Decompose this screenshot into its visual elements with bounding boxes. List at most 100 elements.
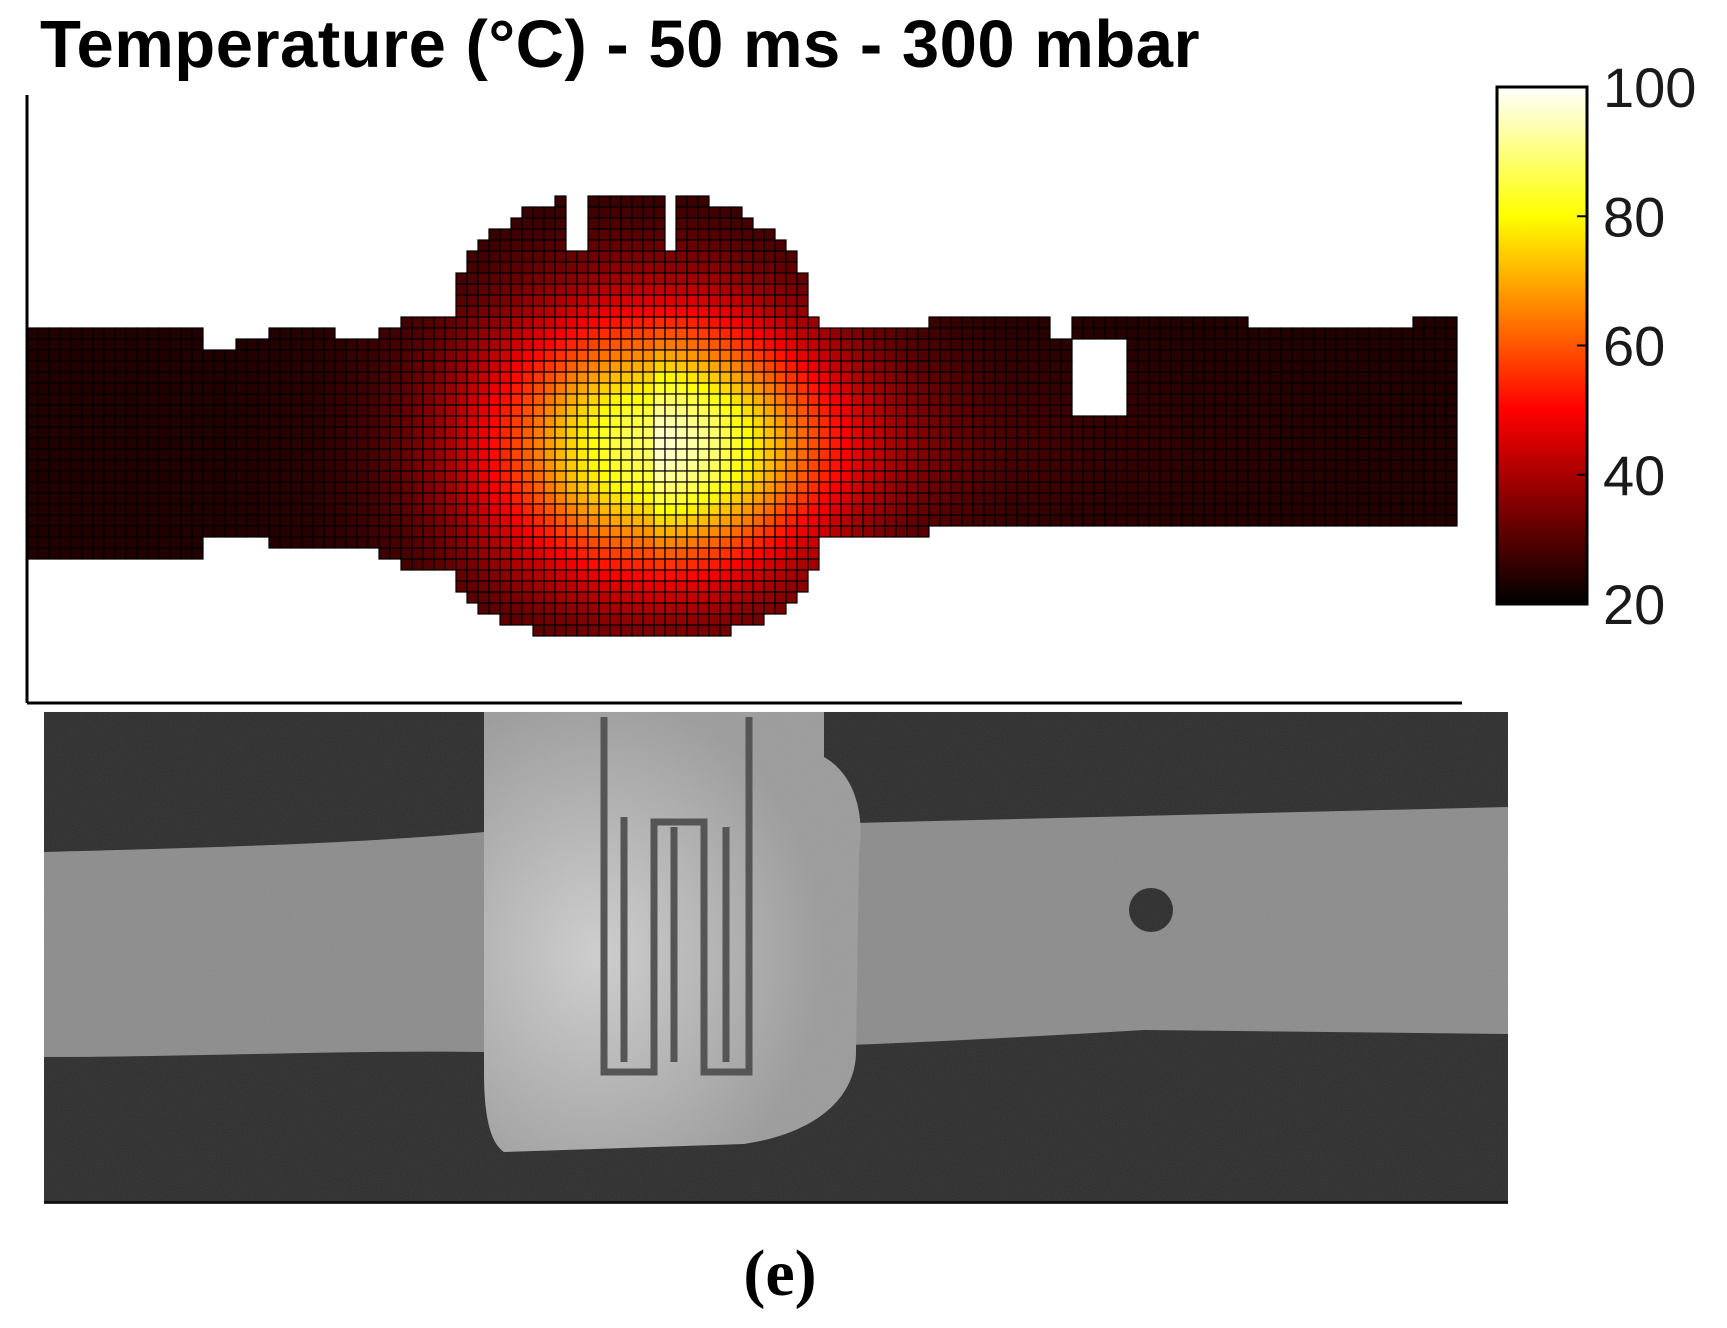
heatmap-cell <box>939 349 952 362</box>
heatmap-cell <box>1148 393 1161 406</box>
heatmap-cell <box>1368 514 1381 527</box>
heatmap-cell <box>521 349 534 362</box>
heatmap-cell <box>1159 481 1172 494</box>
heatmap-cell <box>697 404 710 417</box>
heatmap-cell <box>1060 459 1073 472</box>
heatmap-cell <box>807 382 820 395</box>
heatmap-cell <box>1170 382 1183 395</box>
heatmap-cell <box>664 415 677 428</box>
heatmap-cell <box>411 558 424 571</box>
heatmap-cell <box>510 459 523 472</box>
heatmap-cell <box>532 514 545 527</box>
heatmap-cell <box>675 602 688 615</box>
heatmap-cell <box>620 404 633 417</box>
heatmap-cell <box>136 437 149 450</box>
heatmap-cell <box>246 525 259 538</box>
heatmap-cell <box>686 536 699 549</box>
heatmap-cell <box>686 283 699 296</box>
heatmap-cell <box>1159 316 1172 329</box>
heatmap-cell <box>587 272 600 285</box>
heatmap-cell <box>422 415 435 428</box>
heatmap-cell <box>1258 514 1271 527</box>
heatmap-cell <box>1412 382 1425 395</box>
heatmap-cell <box>763 459 776 472</box>
heatmap-cell <box>1093 470 1106 483</box>
heatmap-cell <box>686 415 699 428</box>
heatmap-cell <box>48 393 61 406</box>
heatmap-cell <box>444 371 457 384</box>
heatmap-cell <box>312 459 325 472</box>
heatmap-cell <box>26 481 39 494</box>
heatmap-cell <box>1093 327 1106 340</box>
heatmap-cell <box>1038 360 1051 373</box>
heatmap-cell <box>378 536 391 549</box>
heatmap-cell <box>1324 371 1337 384</box>
heatmap-cell <box>708 624 721 637</box>
heatmap-cell <box>1115 316 1128 329</box>
heatmap-cell <box>37 371 50 384</box>
heatmap-cell <box>1027 514 1040 527</box>
heatmap-cell <box>1016 426 1029 439</box>
heatmap-cell <box>1335 360 1348 373</box>
heatmap-cell <box>1390 415 1403 428</box>
heatmap-cell <box>785 591 798 604</box>
heatmap-cell <box>730 481 743 494</box>
heatmap-cell <box>1126 503 1139 516</box>
heatmap-cell <box>796 316 809 329</box>
heatmap-cell <box>499 536 512 549</box>
heatmap-cell <box>1269 415 1282 428</box>
heatmap-cell <box>1280 360 1293 373</box>
heatmap-cell <box>961 349 974 362</box>
heatmap-cell <box>268 415 281 428</box>
heatmap-cell <box>642 569 655 582</box>
heatmap-cell <box>499 305 512 318</box>
heatmap-cell <box>499 239 512 252</box>
heatmap-cell <box>840 415 853 428</box>
heatmap-cell <box>400 448 413 461</box>
heatmap-cell <box>1049 459 1062 472</box>
heatmap-cell <box>279 327 292 340</box>
heatmap-cell <box>532 393 545 406</box>
heatmap-cell <box>906 492 919 505</box>
heatmap-cell <box>1005 470 1018 483</box>
heatmap-cell <box>587 316 600 329</box>
heatmap-cell <box>70 338 83 351</box>
heatmap-cell <box>1412 360 1425 373</box>
heatmap-cell <box>26 415 39 428</box>
heatmap-cell <box>576 437 589 450</box>
heatmap-cell <box>840 426 853 439</box>
heatmap-cell <box>1225 481 1238 494</box>
heatmap-cell <box>1434 437 1447 450</box>
heatmap-cell <box>554 338 567 351</box>
heatmap-cell <box>796 426 809 439</box>
heatmap-cell <box>1093 459 1106 472</box>
heatmap-cell <box>620 239 633 252</box>
heatmap-cell <box>741 349 754 362</box>
heatmap-cell <box>1126 448 1139 461</box>
heatmap-cell <box>675 591 688 604</box>
heatmap-cell <box>851 338 864 351</box>
heatmap-cell <box>455 294 468 307</box>
heatmap-cell <box>477 426 490 439</box>
heatmap-cell <box>1137 371 1150 384</box>
heatmap-cell <box>653 294 666 307</box>
heatmap-cell <box>1423 371 1436 384</box>
heatmap-cell <box>103 525 116 538</box>
heatmap-cell <box>1236 492 1249 505</box>
heatmap-cell <box>444 459 457 472</box>
heatmap-cell <box>1203 415 1216 428</box>
heatmap-cell <box>1401 426 1414 439</box>
heatmap-cell <box>224 371 237 384</box>
heatmap-cell <box>928 327 941 340</box>
heatmap-cell <box>422 393 435 406</box>
heatmap-cell <box>961 382 974 395</box>
heatmap-cell <box>730 217 743 230</box>
heatmap-cell <box>686 503 699 516</box>
heatmap-cell <box>565 294 578 307</box>
heatmap-cell <box>587 525 600 538</box>
heatmap-cell <box>807 536 820 549</box>
heatmap-cell <box>532 547 545 560</box>
heatmap-cell <box>675 547 688 560</box>
heatmap-cell <box>972 503 985 516</box>
heatmap-cell <box>1313 503 1326 516</box>
